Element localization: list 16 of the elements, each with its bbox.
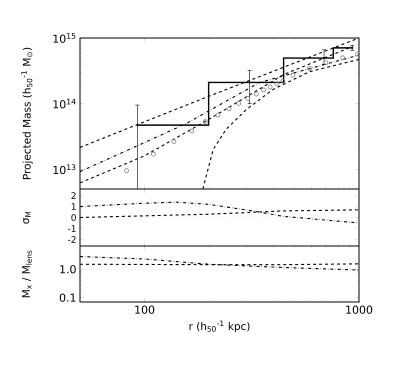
y-tick-label: 0.1: [60, 293, 76, 302]
y-tick-label: -2: [68, 236, 76, 243]
x-axis-title: r (h$_{50}$$^{-1}$ kpc): [190, 320, 250, 332]
y-tick-label: 2: [71, 192, 76, 199]
y-tick-label: 10$^{15}$: [53, 33, 76, 43]
x-tick-label: 100: [135, 306, 154, 314]
y-axis-title: M$_{x}$ / M$_{lens}$: [22, 250, 32, 298]
y-tick-label: 1: [72, 203, 76, 210]
x-tick-label: 1000: [346, 306, 372, 314]
y-tick-label: 10$^{14}$: [53, 98, 76, 108]
y-tick-label: 0: [71, 214, 76, 221]
y-axis-title: Projected Mass (h$_{50}$$^{-1}$ M$_{⊙}$): [21, 48, 33, 180]
y-tick-label: 10$^{13}$: [53, 164, 76, 174]
y-tick-label: 1.0: [60, 265, 76, 274]
y-axis-title: σ$_{M}$: [23, 212, 31, 224]
y-tick-label: -1: [68, 225, 76, 232]
